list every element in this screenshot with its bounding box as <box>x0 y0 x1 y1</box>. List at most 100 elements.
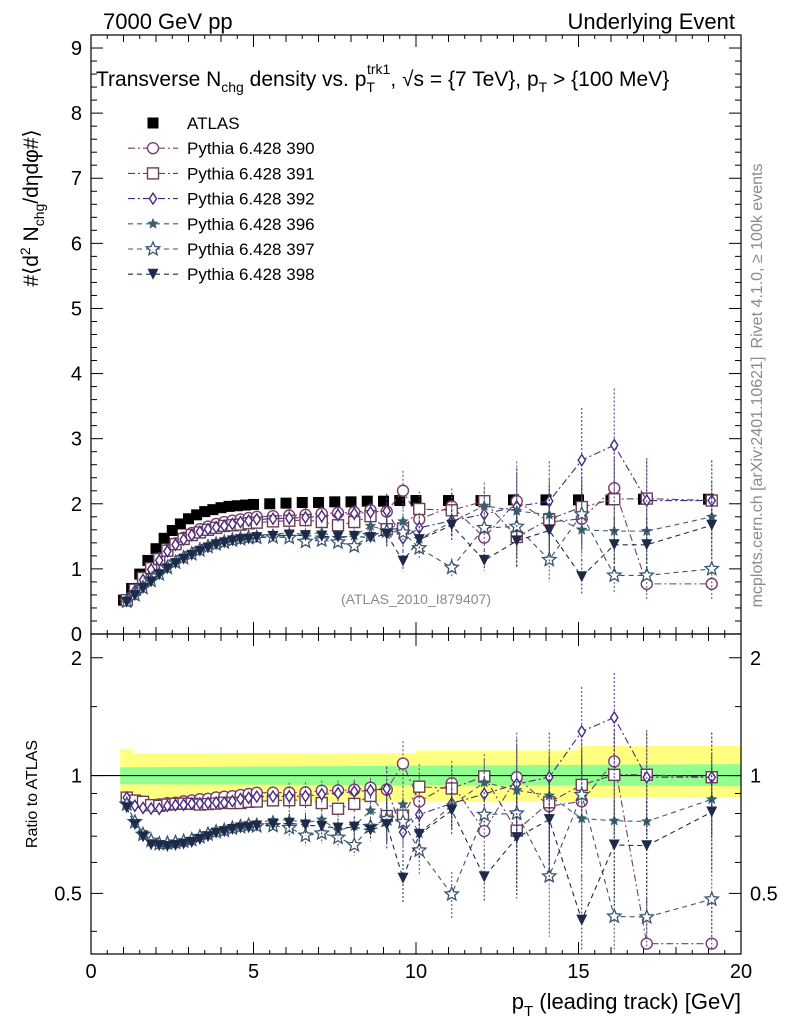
ratio-point <box>394 813 412 830</box>
legend-marker <box>146 141 160 155</box>
ratio-point <box>348 797 361 811</box>
ratio-y-tick-label-right: 2 <box>750 648 761 670</box>
ratio-point <box>706 793 718 805</box>
ratio-point <box>331 802 345 815</box>
data-point <box>443 558 460 575</box>
data-point <box>345 496 357 508</box>
ratio-point <box>543 814 555 826</box>
data-point <box>183 513 194 525</box>
ratio-point <box>178 838 190 850</box>
ratio-point <box>478 776 490 788</box>
ratio-point <box>162 799 172 813</box>
data-point <box>268 511 278 526</box>
data-point <box>543 524 555 536</box>
ratio-point <box>187 796 197 811</box>
ratio-point <box>194 834 206 846</box>
legend-marker <box>147 217 159 229</box>
data-point <box>413 502 426 516</box>
data-point <box>207 504 219 516</box>
data-point <box>394 523 412 540</box>
ratio-point <box>316 820 328 832</box>
ratio-point <box>381 819 393 831</box>
data-point <box>317 509 327 523</box>
ratio-point <box>333 786 343 800</box>
ratio-point <box>317 787 327 802</box>
legend-label: Pythia 6.428 397 <box>187 240 315 259</box>
main-y-tick-label: 4 <box>71 364 82 386</box>
legend-marker <box>148 191 158 206</box>
ratio-point <box>154 802 164 816</box>
data-point <box>142 554 154 566</box>
data-point <box>162 544 172 559</box>
data-point <box>121 596 133 608</box>
header-right: Underlying Event <box>567 9 735 34</box>
x-tick-label: 0 <box>85 961 96 983</box>
data-point <box>605 566 623 583</box>
ratio-point <box>252 789 262 804</box>
ratio-point <box>227 794 237 808</box>
ratio-point <box>268 789 278 804</box>
ratio-point <box>508 804 525 821</box>
data-point <box>153 569 165 581</box>
data-point <box>364 519 377 531</box>
data-point <box>316 530 328 542</box>
ratio-point <box>329 828 347 845</box>
ratio-point <box>608 814 620 826</box>
data-point <box>333 508 343 522</box>
data-point <box>210 539 222 551</box>
ratio-point <box>236 792 245 806</box>
data-point <box>199 506 211 518</box>
data-point <box>577 453 587 467</box>
data-point <box>638 566 656 583</box>
ratio-line-pythia-6-428-398 <box>126 807 713 922</box>
data-point <box>203 522 213 536</box>
legend-marker <box>147 268 159 280</box>
analysis-watermark: (ATLAS_2010_I879407) <box>341 591 491 607</box>
data-point <box>202 542 214 554</box>
ratio-point <box>345 836 363 853</box>
data-point <box>300 530 311 542</box>
ratio-point <box>641 840 653 852</box>
data-point <box>706 510 718 522</box>
ratio-point <box>267 819 279 831</box>
data-point <box>394 495 406 507</box>
data-point <box>218 537 230 549</box>
ratio-point <box>161 841 173 853</box>
ratio-series-pythia-6-428-398 <box>121 767 718 950</box>
ratio-point <box>478 871 490 883</box>
ratio-point <box>244 791 254 805</box>
data-point <box>150 543 162 555</box>
data-point <box>366 505 375 520</box>
data-point <box>609 438 619 452</box>
ratio-point <box>364 804 377 816</box>
data-point <box>211 520 221 535</box>
x-axis-label: pT (leading track) [GeV] <box>512 989 741 1020</box>
data-point <box>129 590 141 602</box>
data-point <box>251 532 263 544</box>
main-y-tick-label: 9 <box>71 38 82 60</box>
data-point <box>705 577 718 591</box>
ratio-point <box>284 789 294 804</box>
data-point <box>573 505 591 522</box>
ratio-point <box>349 784 359 799</box>
chart-title: Transverse Nchg density vs. pTtrk1, √s =… <box>96 61 669 95</box>
ratio-y-tick-label-right: 0.5 <box>750 883 778 905</box>
main-y-tick-label: 0 <box>71 624 82 646</box>
ratio-point <box>179 798 189 812</box>
ratio-point <box>573 786 591 802</box>
data-point <box>195 524 205 539</box>
ratio-axis-ticks: 0 5 10 15 20 0.5 0.5 1 1 2 2 <box>54 634 778 983</box>
ratio-series-pythia-6-428-392 <box>122 672 717 858</box>
data-point <box>641 539 653 551</box>
main-y-tick-label: 6 <box>71 233 82 255</box>
main-y-tick-label: 5 <box>71 298 82 320</box>
x-tick-label: 10 <box>405 961 427 983</box>
ratio-y-axis-label: Ratio to ATLAS <box>24 740 41 848</box>
ratio-point <box>137 831 149 843</box>
ratio-point <box>153 840 165 852</box>
data-point <box>264 498 276 510</box>
data-point <box>329 496 341 508</box>
data-point <box>608 493 621 506</box>
data-point <box>511 535 523 547</box>
